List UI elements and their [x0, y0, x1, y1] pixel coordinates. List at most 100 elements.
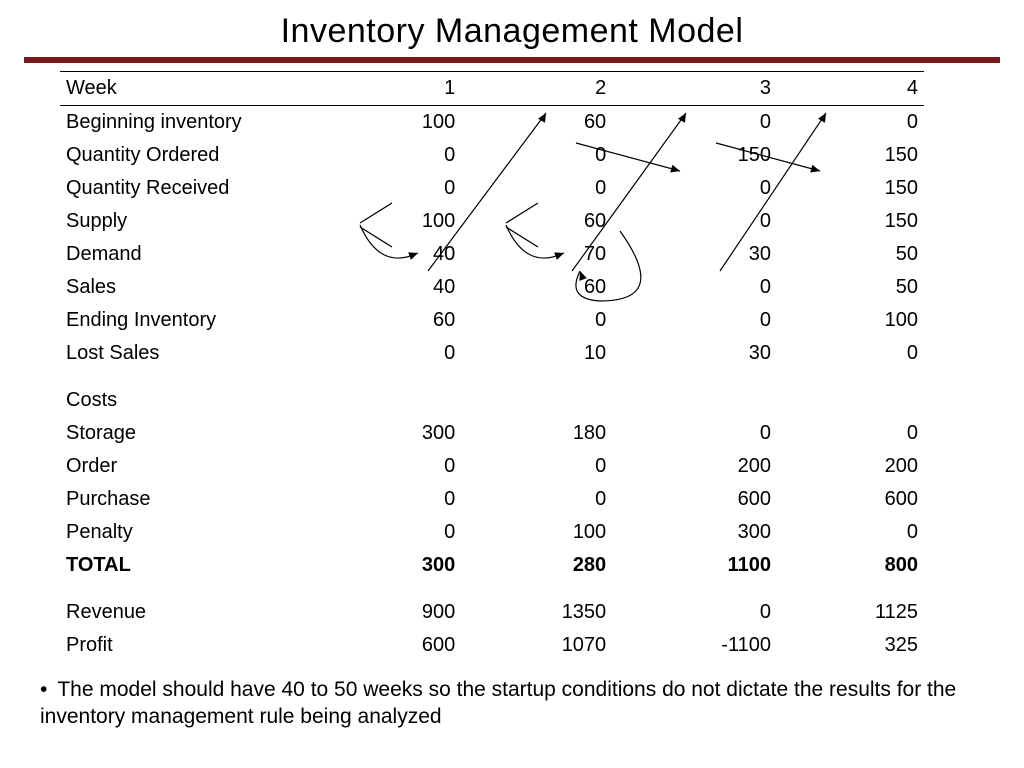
table-row: Quantity Ordered00150150	[60, 139, 924, 172]
cell: 150	[777, 139, 924, 172]
cell: 0	[777, 417, 924, 450]
cell: 40	[340, 271, 461, 304]
spacer-row	[60, 370, 924, 384]
cell: 0	[340, 516, 461, 549]
row-label: Costs	[60, 384, 340, 417]
cell: 60	[340, 304, 461, 337]
row-label: Penalty	[60, 516, 340, 549]
cell: 300	[340, 417, 461, 450]
footnote-text: The model should have 40 to 50 weeks so …	[40, 678, 956, 728]
cell: 0	[461, 483, 612, 516]
cell: 1350	[461, 596, 612, 629]
row-label: Beginning inventory	[60, 106, 340, 140]
row-label: Demand	[60, 238, 340, 271]
cell: 0	[612, 596, 777, 629]
inventory-table: Week 1 2 3 4 Beginning inventory1006000Q…	[60, 71, 924, 662]
cell: 0	[777, 337, 924, 370]
row-label: TOTAL	[60, 549, 340, 582]
col-header: 3	[612, 72, 777, 106]
cell: 0	[340, 172, 461, 205]
cell: 100	[340, 205, 461, 238]
footnote: •The model should have 40 to 50 weeks so…	[40, 676, 994, 731]
cell	[461, 384, 612, 417]
header-row: Week 1 2 3 4	[60, 72, 924, 106]
table-row: Quantity Received000150	[60, 172, 924, 205]
cell: -1100	[612, 629, 777, 662]
cell: 0	[612, 172, 777, 205]
cell: 900	[340, 596, 461, 629]
table-row: TOTAL3002801100800	[60, 549, 924, 582]
table-row: Sales4060050	[60, 271, 924, 304]
cell: 0	[461, 450, 612, 483]
cell: 70	[461, 238, 612, 271]
cell: 800	[777, 549, 924, 582]
row-label: Quantity Ordered	[60, 139, 340, 172]
spacer-row	[60, 582, 924, 596]
cell: 0	[461, 139, 612, 172]
cell	[777, 384, 924, 417]
cell: 0	[777, 516, 924, 549]
cell: 40	[340, 238, 461, 271]
cell: 30	[612, 337, 777, 370]
cell: 150	[777, 205, 924, 238]
cell: 1100	[612, 549, 777, 582]
cell: 300	[612, 516, 777, 549]
cell: 180	[461, 417, 612, 450]
table-container: Week 1 2 3 4 Beginning inventory1006000Q…	[60, 71, 924, 662]
cell: 325	[777, 629, 924, 662]
row-label: Quantity Received	[60, 172, 340, 205]
cell: 30	[612, 238, 777, 271]
cell: 1070	[461, 629, 612, 662]
cell: 60	[461, 205, 612, 238]
cell: 50	[777, 271, 924, 304]
row-label: Sales	[60, 271, 340, 304]
cell: 60	[461, 271, 612, 304]
table-row: Purchase00600600	[60, 483, 924, 516]
cell: 600	[340, 629, 461, 662]
cell: 0	[340, 450, 461, 483]
table-row: Revenue900135001125	[60, 596, 924, 629]
col-header: 1	[340, 72, 461, 106]
cell: 0	[612, 205, 777, 238]
cell: 50	[777, 238, 924, 271]
cell: 150	[612, 139, 777, 172]
table-row: Demand40703050	[60, 238, 924, 271]
table-row: Costs	[60, 384, 924, 417]
table-row: Ending Inventory6000100	[60, 304, 924, 337]
cell: 150	[777, 172, 924, 205]
row-label: Purchase	[60, 483, 340, 516]
cell: 0	[461, 172, 612, 205]
cell: 0	[340, 139, 461, 172]
cell: 1125	[777, 596, 924, 629]
cell: 0	[340, 337, 461, 370]
cell: 0	[612, 106, 777, 140]
cell	[612, 384, 777, 417]
row-label: Storage	[60, 417, 340, 450]
table-row: Supply100600150	[60, 205, 924, 238]
cell: 0	[612, 304, 777, 337]
row-label: Supply	[60, 205, 340, 238]
cell	[340, 384, 461, 417]
cell: 0	[612, 417, 777, 450]
cell: 600	[777, 483, 924, 516]
cell: 0	[612, 271, 777, 304]
row-label: Ending Inventory	[60, 304, 340, 337]
table-row: Beginning inventory1006000	[60, 106, 924, 140]
cell: 100	[461, 516, 612, 549]
bullet-icon: •	[40, 678, 47, 701]
cell: 200	[612, 450, 777, 483]
cell: 600	[612, 483, 777, 516]
table-row: Lost Sales010300	[60, 337, 924, 370]
cell: 60	[461, 106, 612, 140]
row-label: Lost Sales	[60, 337, 340, 370]
page-title: Inventory Management Model	[30, 12, 994, 51]
title-rule	[24, 57, 1000, 63]
row-label: Profit	[60, 629, 340, 662]
row-label: Revenue	[60, 596, 340, 629]
table-row: Order00200200	[60, 450, 924, 483]
cell: 0	[340, 483, 461, 516]
cell: 280	[461, 549, 612, 582]
table-row: Penalty01003000	[60, 516, 924, 549]
table-row: Profit6001070-1100325	[60, 629, 924, 662]
cell: 300	[340, 549, 461, 582]
